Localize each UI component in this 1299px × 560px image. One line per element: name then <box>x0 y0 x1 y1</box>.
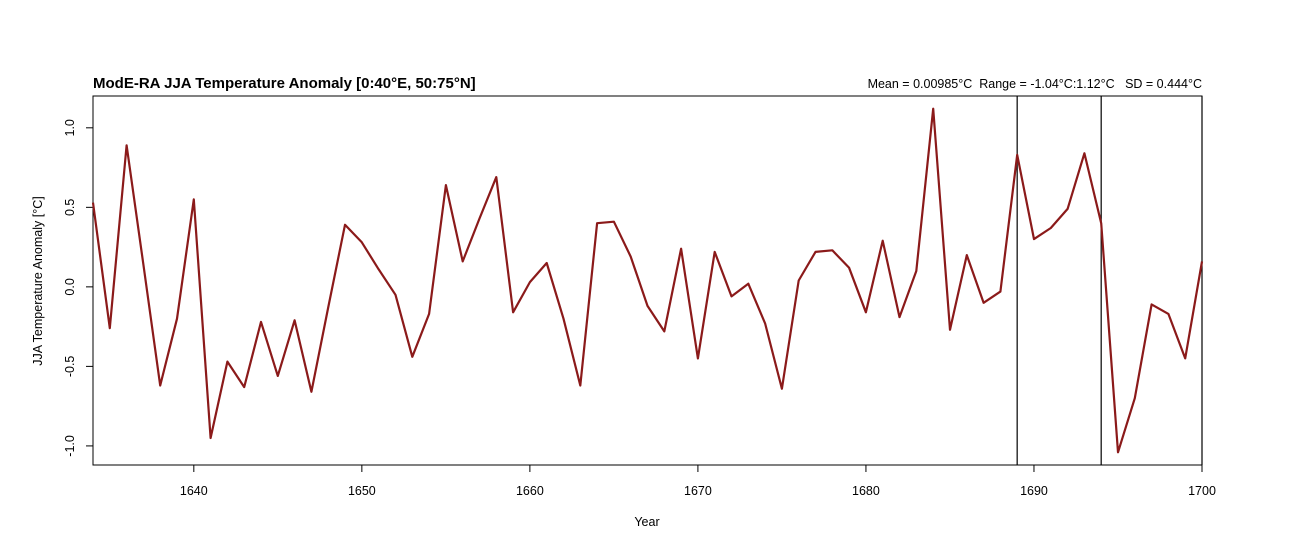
x-tick-label: 1670 <box>684 484 712 498</box>
x-axis-label: Year <box>634 515 659 529</box>
x-tick-label: 1680 <box>852 484 880 498</box>
series-line-0 <box>91 107 1204 454</box>
x-tick-label: 1690 <box>1020 484 1048 498</box>
series-group <box>91 107 1204 454</box>
vertical-markers <box>1016 96 1203 465</box>
chart-title: ModE-RA JJA Temperature Anomaly [0:40°E,… <box>93 75 476 92</box>
x-tick-label: 1650 <box>348 484 376 498</box>
x-axis: 1640 1650 1660 1670 1680 1690 1700 <box>180 465 1216 498</box>
y-tick-label: 1.0 <box>63 119 77 136</box>
y-tick-label: 0.0 <box>63 278 77 295</box>
y-tick-label: -1.0 <box>63 435 77 457</box>
plot-frame <box>92 95 1203 466</box>
x-tick-label: 1700 <box>1188 484 1216 498</box>
y-axis: -1.0 -0.5 0.0 0.5 1.0 <box>63 119 93 457</box>
y-tick-label: 0.5 <box>63 199 77 216</box>
x-tick-label: 1640 <box>180 484 208 498</box>
chart-stats: Mean = 0.00985°C Range = -1.04°C:1.12°C … <box>868 77 1202 91</box>
x-tick-label: 1660 <box>516 484 544 498</box>
y-tick-label: -0.5 <box>63 356 77 378</box>
y-axis-label: JJA Temperature Anomaly [°C] <box>31 196 45 365</box>
